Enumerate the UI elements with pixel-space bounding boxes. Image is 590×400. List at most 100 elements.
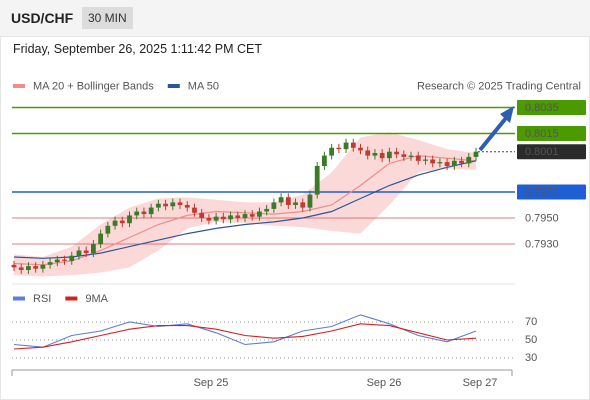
legend-label: MA 20 + Bollinger Bands [33, 80, 154, 92]
candle-body [242, 214, 248, 218]
candle-body [220, 216, 226, 220]
candle-body [91, 244, 96, 254]
candle-body [257, 211, 262, 217]
candle-body [112, 220, 118, 226]
candle-body [170, 202, 176, 207]
candle-body [343, 142, 349, 150]
candle-body [119, 220, 125, 224]
candle-body [336, 147, 342, 150]
legend-swatch [167, 84, 180, 88]
candle-body [177, 202, 183, 205]
legend-label: 9MA [85, 293, 108, 305]
header-bar: USD/CHF 30 MIN [0, 0, 590, 36]
candle-body [271, 202, 277, 209]
candle-body [199, 212, 205, 218]
candle-body [105, 225, 111, 234]
legend-swatch [13, 84, 25, 88]
candle-body [264, 208, 270, 212]
level-box [517, 144, 586, 160]
bollinger-band [14, 132, 476, 277]
candle-body [401, 154, 407, 157]
candle-body [249, 214, 255, 217]
timeframe[interactable]: 30 MIN [82, 7, 133, 29]
y-tick-label: 50 [525, 334, 537, 346]
candle-body [386, 151, 392, 159]
candle-body [192, 207, 197, 213]
y-tick-label: 30 [525, 352, 537, 364]
candle-body [47, 262, 53, 265]
candle-body [26, 266, 31, 270]
level-label: 0.7950 [525, 212, 559, 224]
candle-body [415, 155, 421, 161]
candle-body [444, 162, 450, 166]
candle-body [83, 250, 89, 254]
candle-body [307, 194, 313, 208]
candle-body [54, 259, 60, 263]
legend-swatch [13, 296, 25, 301]
candle-body [11, 264, 17, 268]
x-tick-label: Sep 25 [194, 377, 229, 389]
candle-body [278, 197, 284, 203]
candle-body [148, 207, 154, 215]
candle-body [76, 250, 82, 256]
level-box [517, 184, 586, 200]
rsi-line [13, 323, 477, 350]
candle-body [300, 202, 306, 208]
candle-body [33, 266, 39, 269]
candle-body [184, 205, 190, 208]
candle-body [365, 150, 371, 156]
x-tick-label: Sep 26 [367, 377, 402, 389]
candle-body [408, 155, 414, 157]
legend-swatch [65, 296, 78, 301]
candle-body [314, 166, 320, 195]
legend-label: MA 50 [188, 80, 219, 92]
candle-body [473, 151, 479, 157]
candle-body [379, 153, 385, 159]
level-label: 0.7970 [525, 186, 559, 198]
candle-body [293, 202, 298, 205]
candle-body [141, 211, 147, 215]
candle-body [213, 216, 219, 221]
candle-body [98, 233, 104, 244]
candle-body [358, 147, 363, 151]
candle-body [206, 218, 212, 221]
candle-body [322, 155, 327, 166]
level-box [517, 126, 586, 141]
symbol: USD/CHF [11, 10, 74, 26]
candle-body [40, 264, 46, 269]
ma-line [13, 160, 477, 259]
candle-body [372, 153, 378, 156]
forecast-arrow [478, 116, 508, 152]
candle-body [235, 215, 241, 218]
candle-body [394, 151, 399, 155]
candle-body [430, 159, 436, 164]
candle-body [62, 259, 67, 261]
candle-body [451, 160, 457, 166]
level-label: 0.8035 [525, 102, 559, 114]
datetime: Friday, September 26, 2025 1:11:42 PM CE… [13, 42, 262, 56]
candle-body [329, 147, 335, 156]
legend-label: RSI [33, 293, 51, 305]
candle-body [69, 255, 75, 261]
candle-body [163, 203, 168, 207]
level-label: 0.8001 [525, 146, 559, 158]
x-tick-label: Sep 27 [463, 377, 498, 389]
level-box [517, 100, 586, 115]
candle-body [437, 162, 443, 164]
y-tick-label: 70 [525, 316, 537, 328]
level-label: 0.8015 [525, 128, 559, 140]
rsi-line [13, 314, 477, 348]
candle-body [134, 211, 140, 216]
candle-body [18, 267, 24, 270]
level-label: 0.7930 [525, 238, 559, 250]
candle-body [228, 215, 233, 220]
candle-body [285, 197, 291, 205]
candle-body [466, 156, 472, 164]
candle-body [127, 215, 132, 224]
candle-body [350, 142, 356, 148]
source: Research © 2025 Trading Central [417, 80, 581, 92]
candle-body [423, 159, 428, 161]
candle-body [459, 160, 464, 164]
